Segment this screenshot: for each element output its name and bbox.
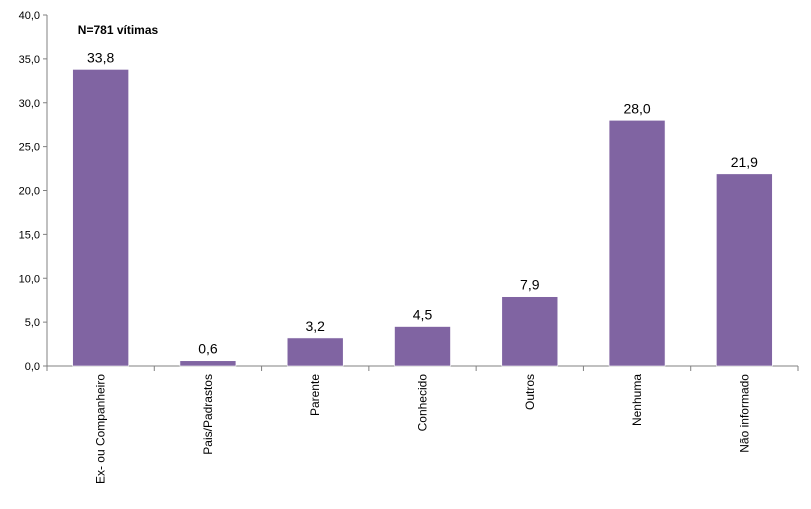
- data-label: 3,2: [305, 318, 325, 334]
- data-label: 4,5: [413, 307, 433, 323]
- bar: [716, 173, 773, 367]
- y-tick-label: 25,0: [19, 142, 40, 154]
- y-tick-label: 5,0: [25, 317, 40, 329]
- data-label: 33,8: [87, 49, 114, 65]
- bars: [72, 69, 773, 367]
- y-tick-label: 40,0: [19, 10, 40, 22]
- labels: 33,8 Ex- ou Companheiro 0,6 Pais/Padrastos 3…: [87, 49, 758, 484]
- data-label: 0,6: [198, 341, 218, 357]
- y-tick-label: 10,0: [19, 273, 40, 285]
- bar: [72, 69, 129, 367]
- y-tick-label: 0,0: [25, 361, 40, 373]
- data-label: 7,9: [520, 277, 540, 293]
- axes: 0,0 5,0 10,0 15,0 20,0 25,0 30,0 35,0 40,0: [19, 10, 799, 373]
- y-tick-label: 30,0: [19, 98, 40, 110]
- category-label: Ex- ou Companheiro: [94, 374, 108, 484]
- category-label: Parente: [308, 374, 322, 416]
- y-tick-label: 15,0: [19, 229, 40, 241]
- sample-size-annotation: N=781 vítimas: [78, 23, 159, 37]
- category-label: Pais/Padrastos: [201, 374, 215, 455]
- category-label: Conhecido: [416, 374, 430, 432]
- bar: [608, 120, 666, 367]
- category-label: Nenhuma: [630, 374, 644, 426]
- y-tick-label: 35,0: [19, 54, 40, 66]
- category-label: Não informado: [737, 374, 751, 453]
- bar: [286, 337, 344, 367]
- category-label: Outros: [523, 374, 537, 410]
- bar: [501, 296, 559, 367]
- bar: [179, 360, 237, 367]
- data-label: 28,0: [623, 100, 650, 116]
- data-label: 21,9: [731, 154, 758, 170]
- bar: [394, 326, 451, 367]
- y-tick-label: 20,0: [19, 186, 40, 198]
